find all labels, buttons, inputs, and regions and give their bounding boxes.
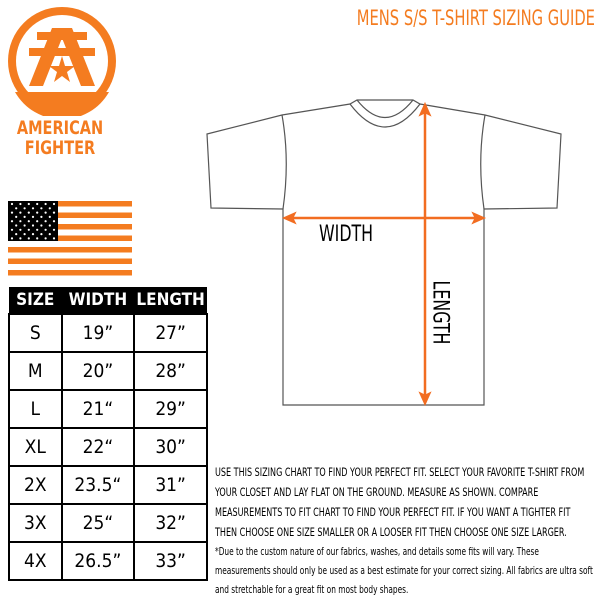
length-cell: 33” [133,541,208,581]
header-size: SIZE [9,287,62,314]
length-cell: 27” [133,313,208,353]
size-cell: 2X [8,465,63,505]
table-row: XL 22“ 30” [8,427,208,467]
width-cell: 22“ [60,427,136,467]
brand-line-2: FIGHTER [24,137,96,159]
measure-arrows [281,101,487,407]
size-cell: XL [8,427,63,467]
width-cell: 26.5” [60,541,136,581]
size-cell: S [8,313,63,353]
header-length: LENGTH [134,287,207,314]
table-row: 3X 25“ 32” [8,503,208,543]
header-width: WIDTH [61,287,135,314]
table-row: 2X 23.5“ 31” [8,465,208,505]
width-cell: 21“ [60,389,136,429]
table-row: 4X 26.5” 33” [8,541,208,581]
us-flag-icon [8,201,132,276]
tshirt-outline [206,99,562,406]
brand-name: AMERICAN FIGHTER [14,118,106,158]
disclaimer-text: *Due to the custom nature of our fabrics… [215,546,593,596]
length-label: LENGTH [427,280,453,345]
width-cell: 20” [60,351,136,391]
length-cell: 30” [133,427,208,467]
brand-logo-icon [8,7,116,116]
size-cell: M [8,351,63,391]
length-cell: 28” [133,351,208,391]
length-cell: 31” [133,465,208,505]
size-cell: 3X [8,503,63,543]
length-cell: 29” [133,389,208,429]
width-label: WIDTH [319,222,374,247]
width-cell: 25“ [60,503,136,543]
brand-line-1: AMERICAN [16,117,104,139]
width-cell: 23.5“ [60,465,136,505]
instructions-text: USE THIS SIZING CHART TO FIND YOUR PERFE… [215,466,585,539]
table-row: L 21“ 29” [8,389,208,429]
table-row: M 20” 28” [8,351,208,391]
page-title: MENS S/S T-SHIRT SIZING GUIDE [356,6,595,30]
length-cell: 32” [133,503,208,543]
size-cell: 4X [8,541,63,581]
size-cell: L [8,389,63,429]
width-cell: 19” [60,313,136,353]
size-table: SIZE WIDTH LENGTH S 19” 27” M 20” 28” L 21“ 29” X… [8,287,208,581]
table-row: S 19” 27” [8,313,208,353]
